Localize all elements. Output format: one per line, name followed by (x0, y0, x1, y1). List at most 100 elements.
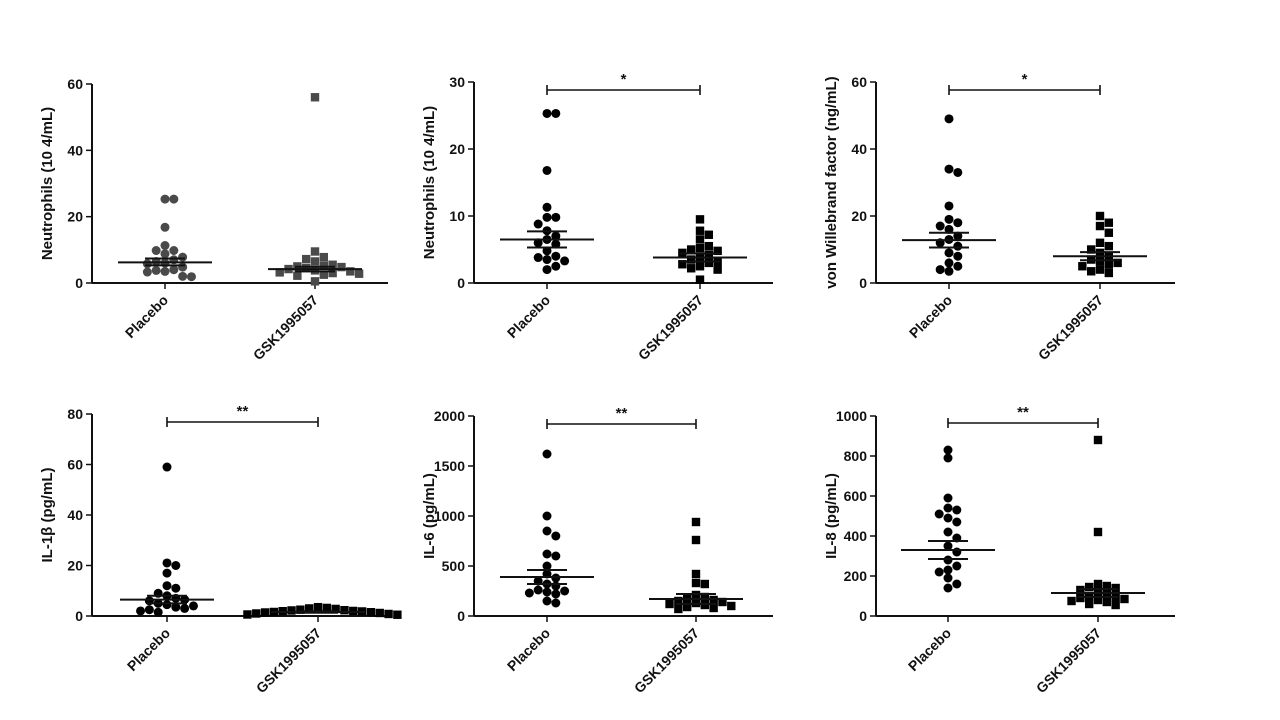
data-point-square (354, 269, 364, 278)
x-category-label: GSK1995057 (635, 292, 706, 363)
data-point-square (346, 267, 355, 276)
data-point-circle (953, 167, 963, 177)
data-point-square (310, 257, 320, 266)
significance-label: * (621, 71, 627, 88)
y-tick-label: 20 (449, 141, 465, 157)
y-tick-label: 1000 (434, 508, 465, 524)
data-point-square (695, 235, 705, 244)
data-point-square (1095, 238, 1105, 247)
data-point-circle (943, 453, 953, 463)
significance-label: ** (1017, 404, 1029, 421)
data-point-circle (542, 165, 552, 175)
x-category-label: GSK1995057 (250, 292, 321, 363)
data-point-square (349, 606, 358, 616)
data-point-circle (551, 108, 561, 118)
data-point-square (1084, 599, 1094, 609)
data-point-circle (953, 251, 963, 261)
x-category-label: Placebo (504, 625, 553, 674)
data-point-circle (533, 585, 543, 595)
data-point-circle (151, 245, 161, 255)
chart-panel-3: 0 20 40 60 von Willebrand factor (ng/mL) Plac… (823, 71, 1175, 363)
data-point-square (691, 517, 701, 527)
data-point-circle (934, 567, 944, 577)
data-point-circle (178, 271, 188, 281)
data-point-square (678, 260, 687, 269)
data-point-circle (533, 219, 543, 229)
data-point-square (340, 605, 349, 615)
data-point-square (1104, 268, 1114, 278)
data-point-circle (169, 265, 179, 275)
y-tick-label: 500 (442, 558, 466, 574)
data-point-circle (142, 259, 152, 269)
data-point-circle (542, 255, 552, 265)
data-point-square (1102, 597, 1112, 607)
data-point-circle (542, 212, 552, 222)
y-axis-title: Neutrophils (10 4/mL) (421, 106, 438, 259)
y-tick-label: 0 (457, 275, 465, 291)
data-point-circle (178, 252, 188, 262)
data-point-circle (551, 212, 561, 222)
data-point-square (393, 610, 402, 619)
data-point-square (695, 275, 705, 284)
data-point-square (691, 569, 701, 579)
y-axis-title: IL-1β (pg/mL) (39, 468, 56, 563)
data-point-circle (162, 600, 172, 610)
data-point-circle (542, 108, 552, 118)
data-point-circle (944, 201, 954, 211)
data-point-square (1093, 527, 1103, 537)
data-point-circle (551, 551, 561, 561)
data-point-circle (551, 251, 561, 261)
data-point-circle (162, 568, 172, 578)
x-category-label: Placebo (124, 625, 173, 674)
data-point-square (313, 602, 323, 612)
x-category-label: GSK1995057 (1035, 292, 1106, 363)
y-tick-label: 0 (75, 608, 83, 624)
data-point-circle (160, 249, 170, 259)
x-category-label: GSK1995057 (631, 625, 702, 696)
data-point-circle (944, 258, 954, 268)
data-point-circle (169, 245, 179, 255)
data-point-square (1104, 241, 1114, 251)
data-point-circle (136, 606, 146, 616)
x-category-label: Placebo (906, 292, 955, 341)
data-point-circle (953, 218, 963, 228)
data-point-circle (186, 272, 196, 282)
data-point-square (1093, 579, 1103, 589)
data-point-square (686, 264, 696, 273)
data-point-square (709, 603, 718, 613)
data-point-circle (943, 541, 953, 551)
data-point-square (1095, 265, 1105, 274)
data-point-circle (171, 561, 181, 570)
data-point-circle (560, 586, 570, 596)
data-point-circle (943, 513, 953, 523)
data-point-square (695, 226, 705, 235)
data-point-square (319, 270, 329, 279)
data-point-square (1084, 582, 1094, 592)
data-point-square (310, 93, 320, 102)
data-point-circle (153, 607, 163, 617)
significance-label: ** (237, 403, 249, 420)
x-category-label: Placebo (504, 292, 553, 341)
y-tick-label: 0 (75, 275, 83, 291)
data-point-square (727, 601, 736, 611)
data-point-circle (934, 509, 944, 519)
data-point-circle (952, 579, 962, 589)
data-point-circle (169, 194, 179, 204)
y-tick-label: 30 (449, 74, 465, 90)
data-point-circle (542, 511, 552, 521)
chart-panel-1: 0 20 40 60 Neutrophils (10 4/mL) Placebo GSK19… (39, 76, 388, 363)
data-point-circle (542, 246, 552, 256)
data-point-square (718, 597, 727, 607)
data-point-circle (943, 573, 953, 583)
data-point-circle (944, 214, 954, 224)
data-point-square (1078, 262, 1087, 271)
data-point-circle (151, 265, 161, 275)
y-tick-label: 20 (67, 209, 83, 225)
chart-panel-5: 0 500 1000 1500 2000 IL-6 (pg/mL) Placebo GSK19… (421, 405, 773, 696)
significance-label: * (1022, 71, 1028, 88)
data-point-circle (542, 265, 552, 275)
data-point-square (713, 265, 722, 274)
data-point-square (310, 277, 320, 286)
data-point-circle (542, 596, 552, 606)
y-tick-label: 1500 (434, 458, 465, 474)
